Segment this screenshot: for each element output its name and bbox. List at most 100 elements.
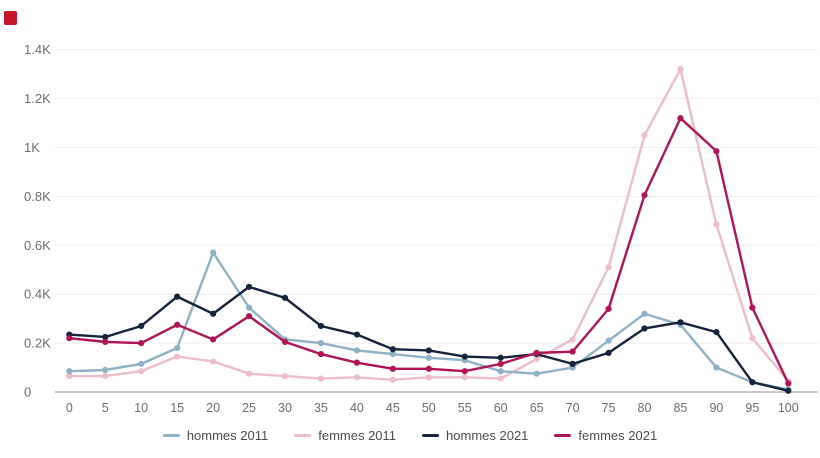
legend-label: femmes 2011 [318,428,397,443]
data-point-femmes-2011 [677,66,684,73]
data-point-femmes-2011 [461,374,468,381]
data-point-hommes-2011 [713,364,720,371]
x-tick-label: 25 [242,401,256,415]
data-point-hommes-2021 [317,322,325,330]
data-point-hommes-2021 [281,294,289,301]
x-tick-label: 50 [422,401,436,415]
data-point-femmes-2011 [389,376,396,383]
legend-item-hommes-2011: hommes 2011 [162,428,269,443]
data-point-femmes-2021 [245,313,253,320]
data-point-hommes-2021 [785,387,792,394]
x-tick-label: 45 [386,401,400,415]
data-point-hommes-2011 [641,310,648,317]
data-point-femmes-2021 [569,348,576,355]
data-point-hommes-2011 [533,370,540,377]
x-tick-label: 15 [170,401,184,415]
data-point-femmes-2011 [497,375,504,382]
legend-label: hommes 2021 [446,428,529,443]
data-point-femmes-2021 [210,336,217,343]
y-tick-label: 0.2K [24,336,51,351]
red-corner-marker [4,11,17,25]
data-point-hommes-2011 [245,304,253,311]
legend-label: femmes 2021 [578,428,658,443]
data-point-hommes-2011 [210,249,217,256]
data-point-femmes-2011 [102,373,109,380]
data-point-hommes-2021 [749,379,756,386]
data-point-hommes-2021 [353,331,360,338]
data-point-femmes-2011 [641,132,648,139]
data-point-femmes-2021 [713,148,720,155]
data-point-femmes-2021 [785,380,792,387]
data-point-femmes-2021 [605,305,612,312]
legend-label: hommes 2011 [186,428,269,443]
legend-item-femmes-2011: femmes 2011 [294,429,396,442]
data-point-femmes-2021 [281,338,289,345]
data-point-femmes-2021 [317,351,325,358]
data-point-femmes-2011 [533,355,540,363]
data-point-femmes-2011 [317,375,325,382]
x-tick-label: 85 [673,401,687,415]
x-tick-label: 60 [494,401,508,415]
data-point-femmes-2011 [425,374,432,381]
legend-swatch-icon [554,434,572,437]
data-point-femmes-2021 [66,335,73,342]
legend-item-hommes-2021: hommes 2021 [422,429,528,442]
data-point-hommes-2011 [497,368,504,375]
data-point-femmes-2011 [174,353,181,360]
data-point-femmes-2021 [353,359,360,366]
data-point-femmes-2011 [210,358,217,365]
y-tick-label: 0.8K [24,189,51,204]
data-point-hommes-2021 [425,347,432,354]
data-point-hommes-2021 [389,346,396,353]
y-tick-label: 1.2K [24,91,51,106]
data-point-femmes-2011 [281,373,289,380]
legend-item-femmes-2021: femmes 2021 [554,429,657,442]
line-chart: 0 0.2K 0.4K 0.6K 0.8K 1K 1.2K 1.4K 0 5 10 15 20 25 30 3… [24,42,818,415]
y-tick-label: 1.4K [24,42,51,57]
x-tick-label: 80 [638,401,652,415]
data-point-hommes-2021 [677,319,684,326]
data-point-hommes-2011 [317,340,325,347]
data-point-hommes-2021 [138,322,145,330]
x-tick-label: 100 [778,401,799,415]
data-point-femmes-2011 [713,221,720,228]
data-point-femmes-2021 [677,115,684,122]
data-point-femmes-2021 [461,368,468,375]
data-point-hommes-2021 [102,333,109,341]
x-tick-label: 0 [66,401,73,415]
data-point-femmes-2011 [353,374,360,381]
legend-swatch-icon [294,434,312,437]
data-point-femmes-2021 [389,365,396,372]
legend-swatch-icon [422,434,440,437]
data-point-hommes-2021 [713,328,720,336]
x-tick-label: 30 [278,401,292,415]
data-point-femmes-2021 [174,321,181,328]
data-point-hommes-2021 [461,353,468,360]
data-point-femmes-2021 [533,349,540,356]
data-point-hommes-2021 [245,283,253,290]
data-point-femmes-2021 [138,340,145,347]
series-line-femmes-2021 [68,116,790,385]
data-point-hommes-2011 [174,344,181,352]
x-tick-label: 40 [350,401,364,415]
data-point-femmes-2021 [425,365,432,372]
data-point-femmes-2011 [245,370,253,377]
x-tick-label: 35 [314,401,328,415]
data-point-hommes-2011 [66,368,73,375]
x-tick-label: 65 [530,401,544,415]
data-point-femmes-2011 [66,373,73,380]
data-point-hommes-2011 [425,354,432,361]
data-point-hommes-2011 [353,347,360,354]
y-tick-label: 0 [24,385,31,400]
data-point-hommes-2021 [569,360,576,367]
x-tick-label: 55 [458,401,472,415]
data-point-hommes-2011 [389,351,396,358]
data-point-hommes-2011 [138,360,145,367]
x-tick-label: 75 [602,401,616,415]
x-tick-label: 70 [566,401,580,415]
data-point-femmes-2011 [138,368,145,375]
data-point-hommes-2021 [605,349,612,356]
x-tick-label: 90 [709,401,723,415]
chart-legend: hommes 2011 femmes 2011 hommes 2021 femmes … [0,429,820,442]
